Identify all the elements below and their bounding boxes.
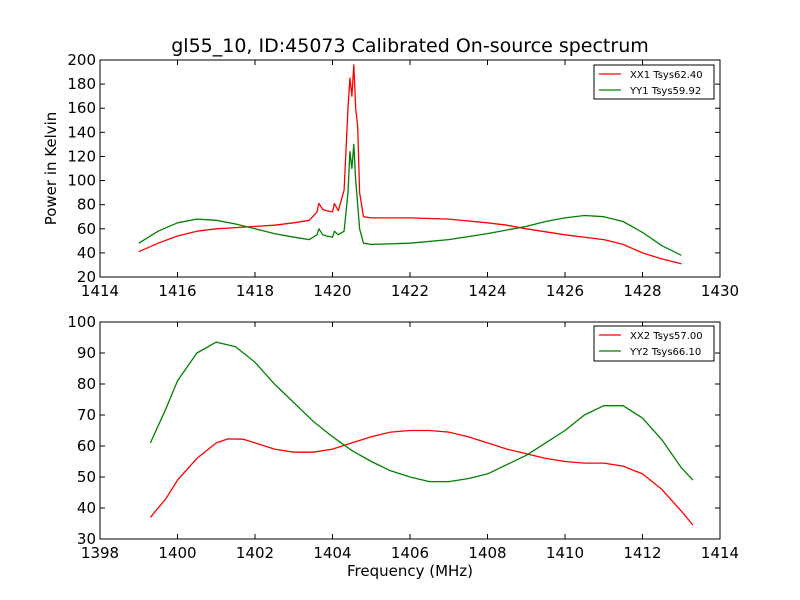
top-x-tick-label: 1418 xyxy=(236,282,274,300)
bottom-x-tick-label: 1402 xyxy=(236,544,274,562)
top-x-tick-label: 1424 xyxy=(468,282,506,300)
top-y-tick-label: 60 xyxy=(77,220,96,238)
top-series-line-1 xyxy=(138,64,682,265)
top-axis-ticks: 1414 1416 1418 1420 1422 1424 1426 1428 1430 20 40… xyxy=(67,51,739,300)
bottom-series-lines xyxy=(149,341,694,526)
bottom-y-tick-label: 80 xyxy=(77,375,96,393)
bottom-legend-label-2: YY2 Tsys66.10 xyxy=(629,347,701,358)
top-y-tick-label: 180 xyxy=(67,75,96,93)
bottom-legend-label-1: XX2 Tsys57.00 xyxy=(630,331,703,342)
top-x-tick-label: 1428 xyxy=(623,282,661,300)
top-y-tick-label: 120 xyxy=(67,147,96,165)
bottom-y-tick-label: 100 xyxy=(67,313,96,331)
top-y-tick-label: 200 xyxy=(67,51,96,69)
top-legend: XX1 Tsys62.40 YY1 Tsys59.92 xyxy=(593,64,715,100)
top-series-line-2 xyxy=(138,143,682,256)
top-y-tick-label: 20 xyxy=(77,268,96,286)
bottom-y-tick-label: 50 xyxy=(77,468,96,486)
bottom-x-tick-label: 1408 xyxy=(468,544,506,562)
top-spectrum-panel: 1414 1416 1418 1420 1422 1424 1426 1428 1430 20 40… xyxy=(42,51,739,300)
bottom-y-tick-label: 90 xyxy=(77,344,96,362)
top-legend-label-1: XX1 Tsys62.40 xyxy=(630,70,703,81)
top-x-tick-label: 1414 xyxy=(81,282,119,300)
bottom-series-line-1 xyxy=(149,429,694,526)
top-y-tick-label: 40 xyxy=(77,244,96,262)
bottom-y-tick-label: 30 xyxy=(77,530,96,548)
top-y-tick-label: 80 xyxy=(77,196,96,214)
top-legend-label-2: YY1 Tsys59.92 xyxy=(629,86,701,97)
top-series-lines xyxy=(138,64,682,265)
bottom-x-tick-label: 1410 xyxy=(546,544,584,562)
top-x-tick-label: 1422 xyxy=(391,282,429,300)
bottom-legend: XX2 Tsys57.00 YY2 Tsys66.10 xyxy=(593,325,715,362)
bottom-series-line-2 xyxy=(149,341,694,483)
top-y-tick-label: 100 xyxy=(67,172,96,190)
bottom-y-tick-label: 60 xyxy=(77,437,96,455)
top-x-tick-label: 1430 xyxy=(701,282,739,300)
bottom-y-tick-label: 40 xyxy=(77,499,96,517)
bottom-x-tick-label: 1406 xyxy=(391,544,429,562)
bottom-axis-ticks: 1398 1400 1402 1404 1406 1408 1410 1412 1414 30 40… xyxy=(67,313,739,562)
top-x-tick-label: 1416 xyxy=(158,282,196,300)
top-x-tick-label: 1426 xyxy=(546,282,584,300)
bottom-spectrum-panel: 1398 1400 1402 1404 1406 1408 1410 1412 1414 30 40… xyxy=(67,313,739,562)
bottom-x-tick-label: 1414 xyxy=(701,544,739,562)
top-y-tick-label: 160 xyxy=(67,99,96,117)
bottom-x-tick-label: 1404 xyxy=(313,544,351,562)
x-axis-label: Frequency (MHz) xyxy=(347,562,473,580)
top-y-tick-label: 140 xyxy=(67,123,96,141)
top-y-axis-label: Power in Kelvin xyxy=(42,112,60,226)
top-x-tick-label: 1420 xyxy=(313,282,351,300)
bottom-x-tick-label: 1398 xyxy=(81,544,119,562)
figure-title: gl55_10, ID:45073 Calibrated On-source s… xyxy=(171,35,649,57)
top-legend-box xyxy=(593,64,715,100)
bottom-x-tick-label: 1400 xyxy=(158,544,196,562)
bottom-x-tick-label: 1412 xyxy=(623,544,661,562)
bottom-y-tick-label: 70 xyxy=(77,406,96,424)
bottom-legend-box xyxy=(593,325,715,362)
